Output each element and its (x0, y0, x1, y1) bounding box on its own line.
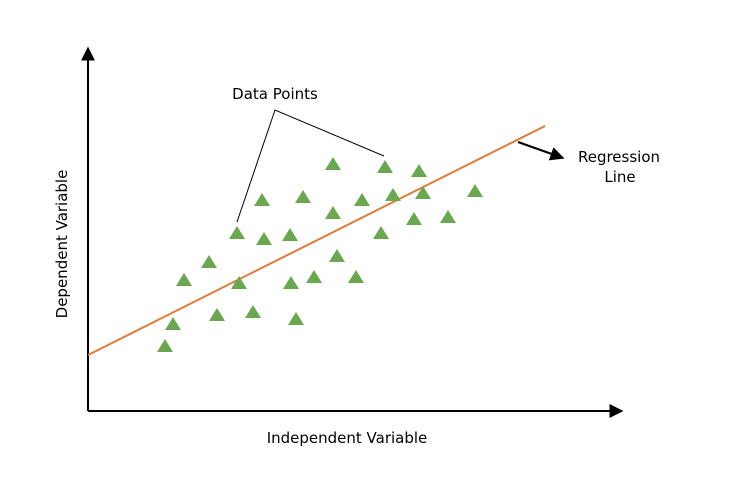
data-point (176, 273, 192, 286)
data-point (415, 186, 431, 199)
data-point (377, 160, 393, 173)
regression-label-line2: Line (604, 168, 635, 186)
data-point (306, 270, 322, 283)
data-point (348, 270, 364, 283)
data-point (354, 193, 370, 206)
data-point (325, 157, 341, 170)
data-point (385, 188, 401, 201)
data-point (283, 276, 299, 289)
data-point (467, 184, 483, 197)
data-point (329, 249, 345, 262)
x-axis-label: Independent Variable (267, 429, 428, 447)
data-point (295, 190, 311, 203)
regression-callout-arrow (517, 141, 565, 161)
data-point (406, 212, 422, 225)
data-point (282, 228, 298, 241)
data-point (373, 226, 389, 239)
data-point (229, 226, 245, 239)
data-point (256, 232, 272, 245)
data-point (411, 164, 427, 177)
data-point (325, 206, 341, 219)
data-point (440, 210, 456, 223)
data-point (157, 339, 173, 352)
data-points-label: Data Points (232, 85, 318, 103)
data-point (288, 312, 304, 325)
data-point (245, 305, 261, 318)
data-point (201, 255, 217, 268)
data-points-group (157, 157, 483, 352)
data-points-callout-line (236, 109, 385, 223)
data-point (231, 276, 247, 289)
data-point (165, 317, 181, 330)
data-point (209, 308, 225, 321)
y-axis-label: Dependent Variable (53, 170, 71, 319)
data-point (254, 193, 270, 206)
regression-line (87, 125, 546, 356)
regression-label-line1: Regression (578, 148, 660, 166)
